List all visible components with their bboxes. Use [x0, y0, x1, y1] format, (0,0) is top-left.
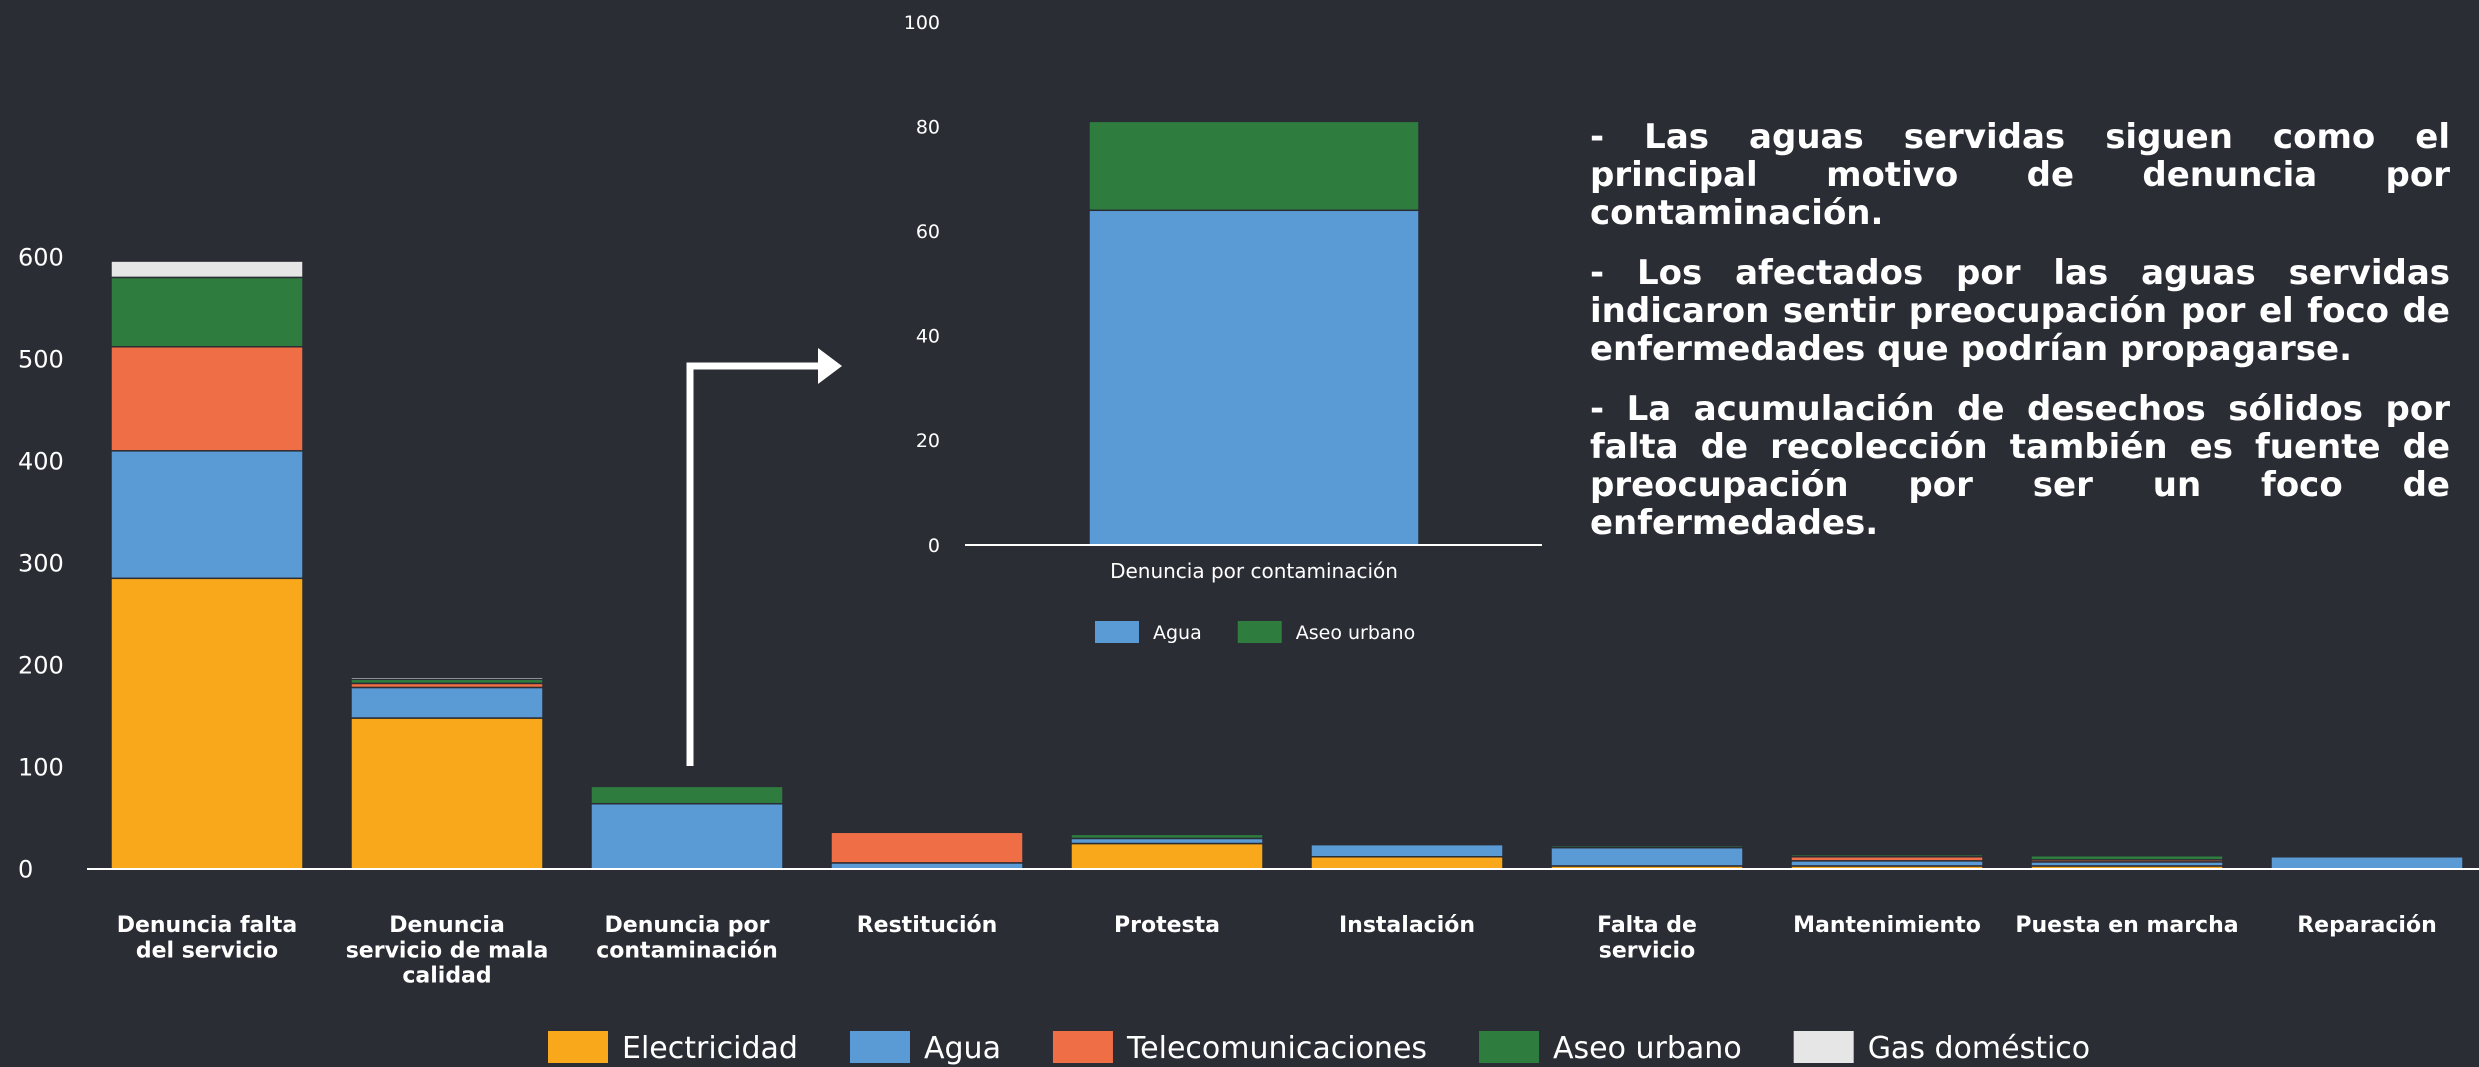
main-y-tick-600: 600	[18, 244, 64, 272]
note-1: - Las aguas servidas siguen como el prin…	[1590, 117, 2450, 233]
main-legend: Electricidad Agua Telecomunicaciones Aseo u…	[548, 1031, 2090, 1066]
notes-panel: - Las aguas servidas siguen como el prin…	[1590, 118, 2450, 564]
main-x-label-denuncia-por-contaminacion: Denuncia por contaminación	[596, 913, 778, 963]
main-bars	[110, 260, 2464, 870]
inset-y-tick-60: 60	[916, 221, 940, 243]
main-bar-denuncia-falta-del-servicio-telecomunicaciones	[110, 346, 304, 452]
inset-y-tick-80: 80	[916, 116, 940, 138]
main-bar-falta-de-servicio-gas-domestico	[1550, 843, 1744, 847]
main-y-tick-300: 300	[18, 550, 64, 578]
inset-legend-label-agua: Agua	[1153, 622, 1202, 644]
legend-swatch-aseo-urbano	[1479, 1031, 1540, 1063]
main-x-label-falta-de-servicio: Falta de servicio	[1597, 913, 1697, 963]
legend-swatch-telecomunicaciones	[1052, 1031, 1113, 1063]
main-y-tick-200: 200	[18, 652, 64, 680]
main-bar-instalacion-gas-domestico	[1310, 841, 1504, 845]
inset-legend-swatch-agua	[1095, 621, 1139, 643]
main-bar-denuncia-por-contaminacion-aseo-urbano	[590, 785, 784, 805]
main-y-tick-0: 0	[18, 856, 33, 884]
inset-y-tick-0: 0	[928, 535, 940, 557]
main-x-label-instalacion: Instalación	[1339, 913, 1475, 938]
main-x-label-denuncia-servicio-de-mala-calidad: Denuncia servicio de mala calidad	[346, 913, 549, 989]
inset-y-tick-40: 40	[916, 326, 940, 348]
legend-swatch-electricidad	[548, 1031, 608, 1063]
inset-x-label-denuncia-por-contaminacion: Denuncia por contaminación	[1110, 559, 1398, 583]
legend-label-gas-domestico: Gas doméstico	[1868, 1031, 2090, 1066]
main-bar-protesta-agua	[1070, 837, 1264, 845]
inset-y-tick-20: 20	[916, 430, 940, 452]
main-bar-instalacion-agua	[1310, 843, 1504, 858]
inset-x-axis: Denuncia por contaminación	[1110, 559, 1398, 583]
main-bar-reparacion-agua	[2270, 856, 2464, 870]
main-bar-mantenimiento-aseo-urbano	[1790, 853, 1984, 858]
main-x-label-mantenimiento: Mantenimiento	[1793, 913, 1981, 938]
main-bar-denuncia-servicio-de-mala-calidad-electricidad	[350, 717, 544, 870]
main-bar-denuncia-servicio-de-mala-calidad-agua	[350, 686, 544, 719]
main-bar-denuncia-por-contaminacion-agua	[590, 802, 784, 870]
main-bar-instalacion-electricidad	[1310, 856, 1504, 870]
inset-bar-denuncia-por-contaminacion-agua	[1088, 209, 1420, 546]
main-bar-protesta-gas-domestico	[1070, 832, 1264, 836]
legend-label-telecomunicaciones: Telecomunicaciones	[1126, 1031, 1427, 1066]
note-2: - Los afectados por las aguas servidas i…	[1590, 253, 2450, 369]
inset-y-tick-100: 100	[904, 12, 940, 34]
main-bar-restitucion-gas-domestico	[830, 829, 1024, 833]
main-x-label-denuncia-falta-del-servicio: Denuncia falta del servicio	[117, 913, 298, 963]
main-x-label-restitucion: Restitución	[857, 913, 998, 938]
legend-swatch-gas-domestico	[1793, 1031, 1854, 1063]
main-bar-denuncia-falta-del-servicio-gas-domestico	[110, 260, 304, 279]
main-bar-denuncia-falta-del-servicio-aseo-urbano	[110, 276, 304, 348]
inset-bar-denuncia-por-contaminacion-aseo-urbano	[1088, 120, 1420, 212]
main-x-label-puesta-en-marcha: Puesta en marcha	[2015, 913, 2238, 938]
inset-legend-swatch-aseo-urbano	[1237, 621, 1282, 643]
legend-label-aseo-urbano: Aseo urbano	[1553, 1031, 1742, 1066]
inset-legend-label-aseo-urbano: Aseo urbano	[1296, 622, 1415, 644]
inset-legend: Agua Aseo urbano	[1095, 621, 1415, 644]
main-y-tick-400: 400	[18, 448, 64, 476]
main-bar-falta-de-servicio-agua	[1550, 846, 1744, 867]
main-bar-denuncia-falta-del-servicio-electricidad	[110, 577, 304, 870]
main-bar-denuncia-servicio-de-mala-calidad-gas-domestico	[350, 676, 544, 681]
main-y-tick-100: 100	[18, 754, 64, 782]
main-y-tick-500: 500	[18, 346, 64, 374]
inset-bars	[1088, 120, 1420, 546]
main-bar-mantenimiento-agua	[1790, 860, 1984, 867]
inset-y-axis: 0 20 40 60 80 100	[904, 12, 940, 557]
main-bar-protesta-electricidad	[1070, 842, 1264, 870]
main-bar-restitucion-telecomunicaciones	[830, 831, 1024, 864]
main-y-axis: 0 100 200 300 400 500 600	[18, 244, 64, 884]
main-bar-denuncia-falta-del-servicio-agua	[110, 450, 304, 580]
legend-label-agua: Agua	[924, 1031, 1001, 1066]
main-x-axis: Denuncia falta del servicio Denuncia servic…	[117, 913, 2437, 989]
legend-label-electricidad: Electricidad	[622, 1031, 798, 1066]
legend-swatch-agua	[849, 1031, 910, 1063]
main-x-label-protesta: Protesta	[1114, 913, 1220, 938]
note-3: - La acumulación de desechos sólidos por…	[1590, 389, 2450, 543]
main-bar-puesta-en-marcha-aseo-urbano	[2030, 854, 2224, 861]
arrow-connector	[686, 348, 842, 766]
main-x-label-reparacion: Reparación	[2297, 913, 2437, 938]
